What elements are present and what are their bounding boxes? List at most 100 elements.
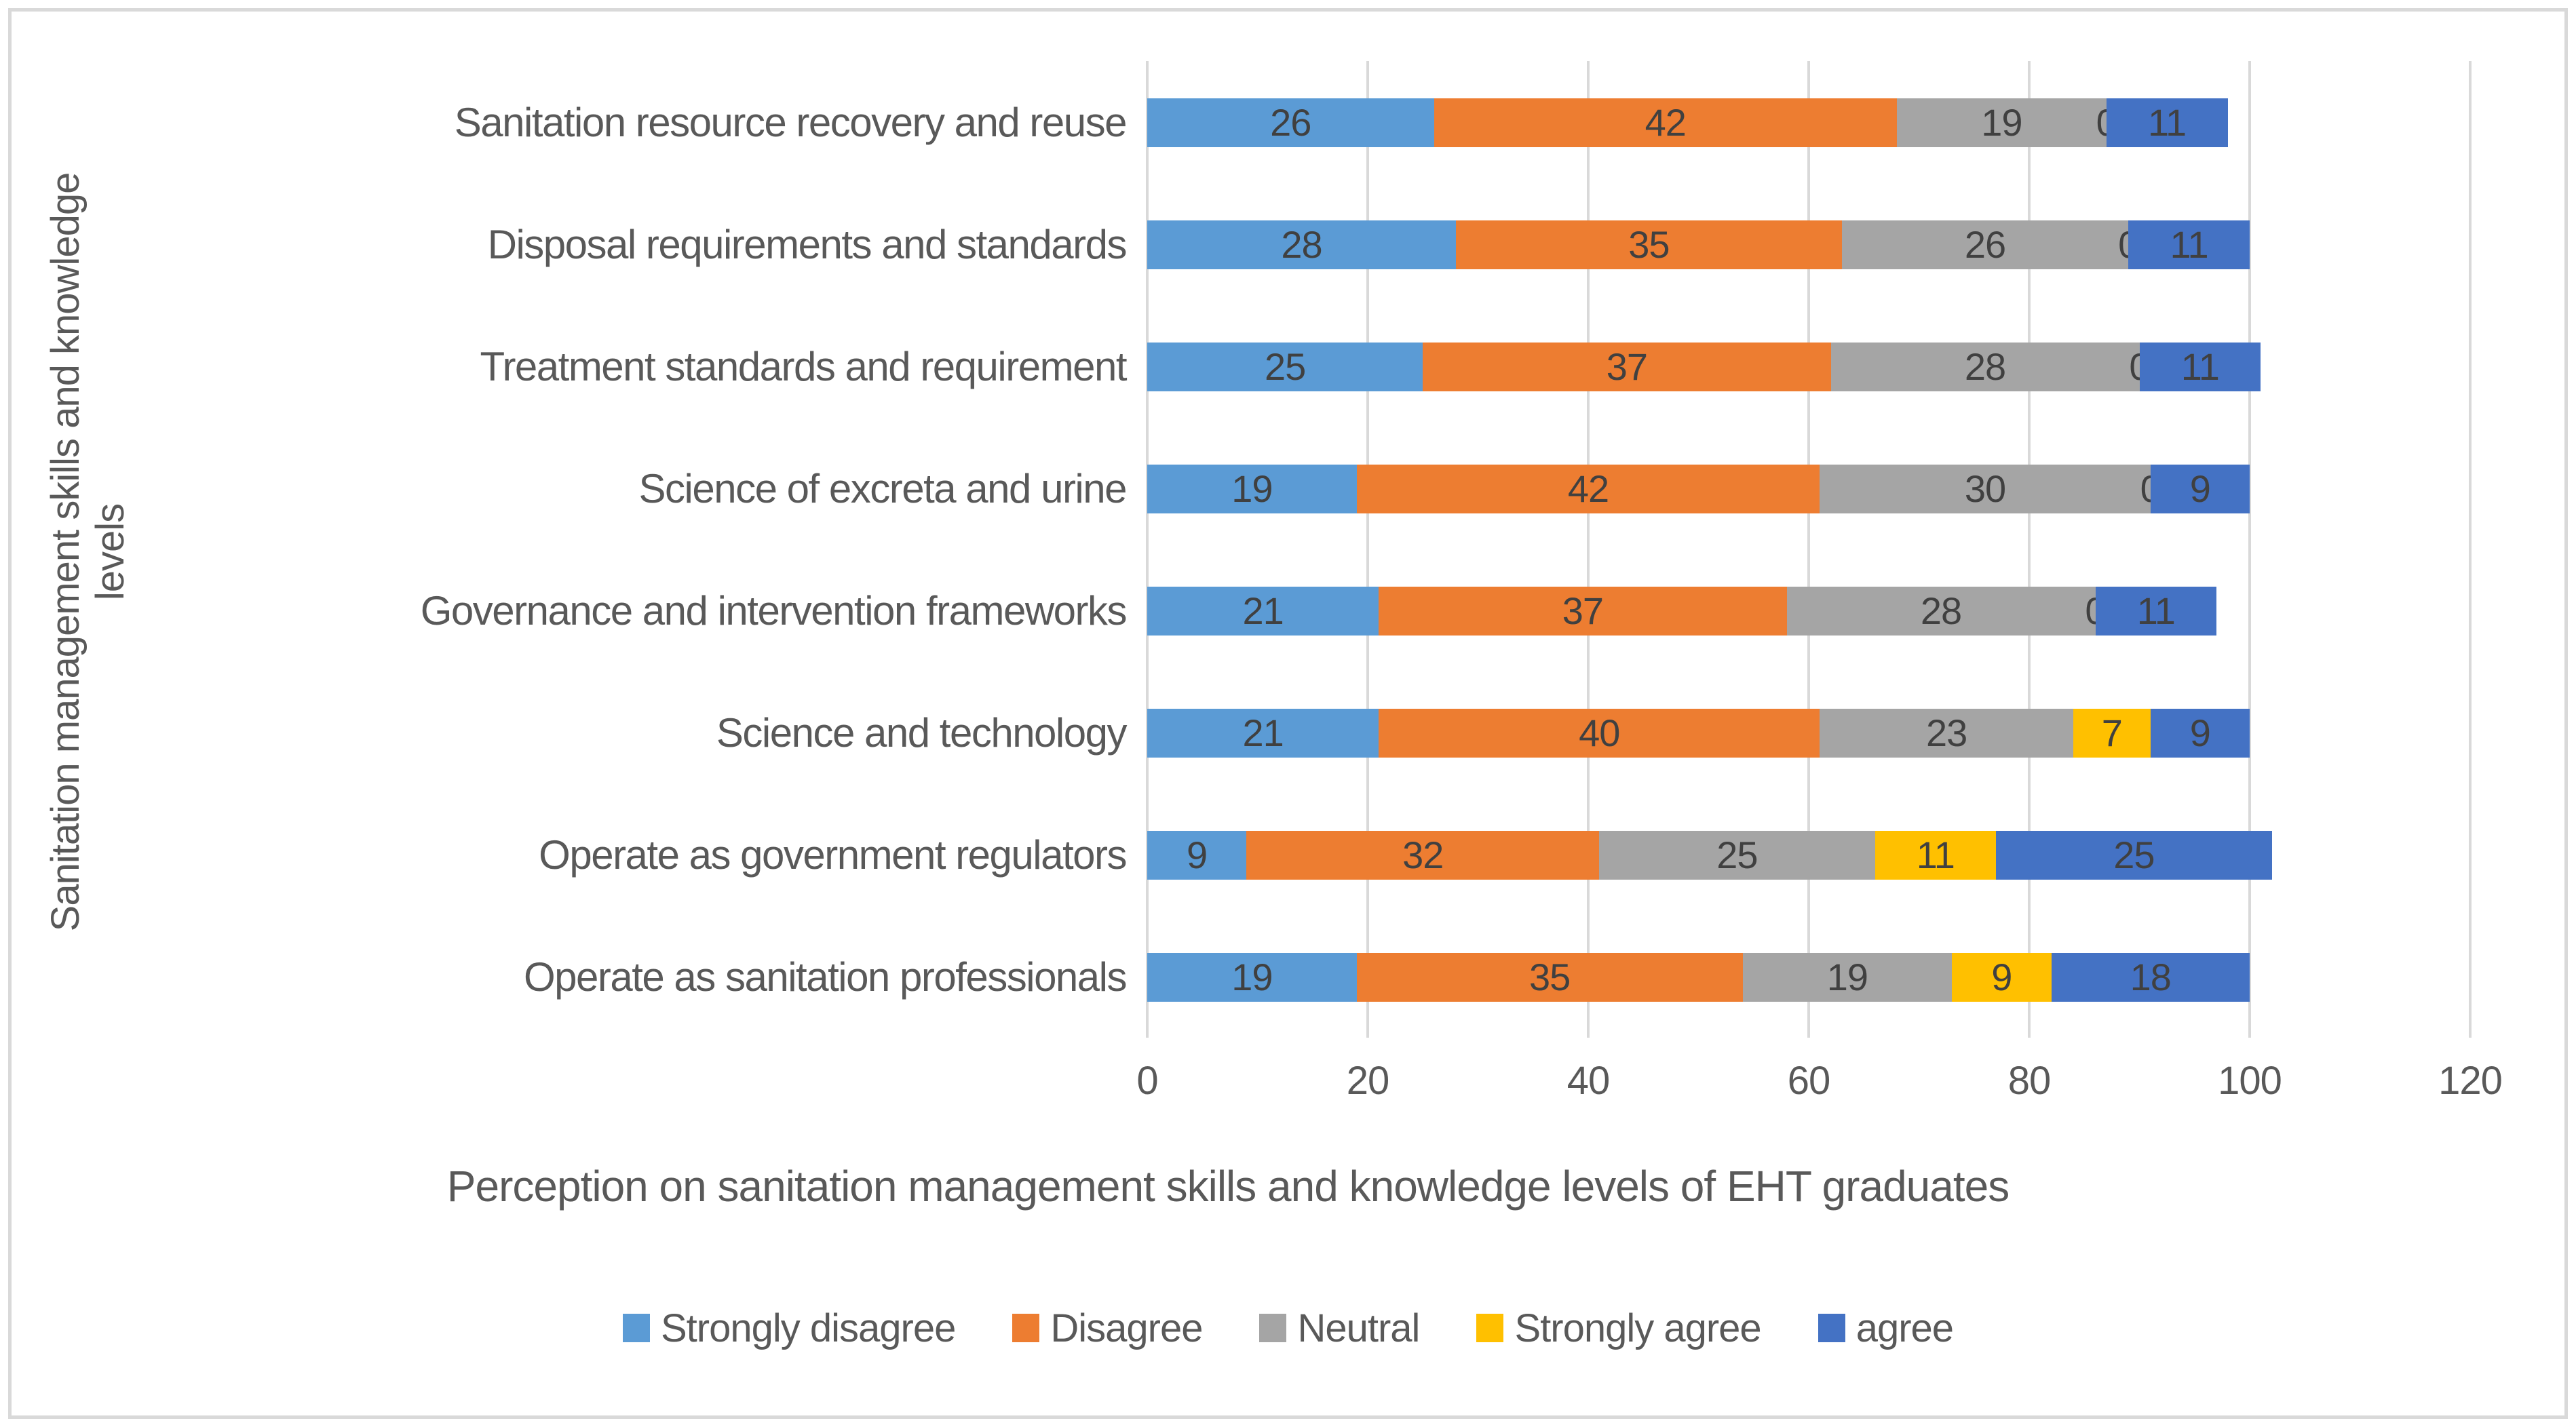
- legend-label: Disagree: [1050, 1306, 1203, 1350]
- category-label: Science and technology: [716, 709, 1128, 756]
- bar-value-label: 23: [1925, 711, 1967, 754]
- bar-row: 9 32 25 11 25: [1147, 831, 2272, 880]
- bar-segment-disagree: 42: [1434, 98, 1897, 147]
- bar-value-label: 9: [1187, 834, 1208, 876]
- legend-swatch-icon: [1476, 1314, 1504, 1342]
- bar-segment-disagree: 42: [1356, 465, 1820, 513]
- bar-value-label: 9: [1991, 956, 2012, 998]
- category-label: Governance and intervention frameworks: [420, 587, 1128, 633]
- gridline: [1587, 61, 1590, 1038]
- bar-row: 19423009: [1147, 465, 2250, 513]
- bar-value-label: 7: [2101, 711, 2123, 754]
- category-label: Science of excreta and urine: [638, 465, 1128, 511]
- x-axis-tick-label: 40: [1566, 1059, 1611, 1103]
- legend-label: Strongly disagree: [660, 1306, 956, 1350]
- bar-row: 253728011: [1147, 343, 2261, 391]
- bar-segment-neutral: 30: [1820, 465, 2151, 513]
- bar-row: 19 35 19 9 18: [1147, 953, 2250, 1002]
- bar-value-label: 19: [1826, 956, 1868, 998]
- x-axis-tick-label: 0: [1136, 1059, 1158, 1103]
- legend-swatch-icon: [1012, 1314, 1040, 1342]
- bar-value-label: 11: [2170, 223, 2209, 266]
- bar-value-label: 21: [1242, 711, 1284, 754]
- bar-segment-strongly-disagree: 19: [1147, 953, 1357, 1002]
- plot-area: 2642190112835260112537280111942300921372…: [1146, 61, 2472, 1038]
- bar-segment-agree: 11: [2128, 220, 2250, 269]
- category-axis: Sanitation resource recovery and reuse Di…: [204, 61, 1128, 1038]
- bar-segment-strongly-disagree: 26: [1147, 98, 1434, 147]
- bar-segment-neutral: 23: [1820, 709, 2073, 758]
- category-label: Sanitation resource recovery and reuse: [454, 99, 1128, 145]
- bar-value-label: 19: [1231, 956, 1273, 998]
- bar-value-label: 37: [1606, 345, 1648, 388]
- bar-segment-disagree: 37: [1379, 587, 1787, 636]
- bar-segment-strongly-disagree: 9: [1147, 831, 1247, 880]
- bar-segment-strongly-disagree: 28: [1147, 220, 1456, 269]
- bar-segment-neutral: 19: [1742, 953, 1953, 1002]
- bar-segment-agree: 18: [2051, 953, 2250, 1002]
- x-axis-tick-label: 60: [1787, 1059, 1831, 1103]
- bar-value-label: 28: [1964, 345, 2006, 388]
- bar-value-label: 35: [1529, 956, 1571, 998]
- bar-segment-strongly-disagree: 19: [1147, 465, 1357, 513]
- bar-segment-disagree: 40: [1379, 709, 1820, 758]
- bar-segment-agree: 11: [2106, 98, 2228, 147]
- bar-value-label: 26: [1270, 101, 1311, 144]
- gridline: [1807, 61, 1810, 1038]
- gridline: [2469, 61, 2472, 1038]
- bar-segment-agree: 25: [1996, 831, 2272, 880]
- bar-segment-agree: 9: [2150, 465, 2250, 513]
- legend-swatch-icon: [1259, 1314, 1287, 1342]
- bar-segment-disagree: 37: [1423, 343, 1831, 391]
- bar-value-label: 19: [1231, 467, 1273, 510]
- bar-segment-neutral: 26: [1841, 220, 2129, 269]
- legend-item: Neutral: [1259, 1306, 1420, 1351]
- bar-segment-agree: 11: [2095, 587, 2217, 636]
- bar-value-label: 25: [2113, 834, 2155, 876]
- legend-label: Strongly agree: [1514, 1306, 1761, 1350]
- bar-row: 264219011: [1147, 98, 2228, 147]
- bar-value-label: 37: [1562, 589, 1604, 632]
- bar-value-label: 40: [1579, 711, 1620, 754]
- bar-segment-disagree: 35: [1356, 953, 1743, 1002]
- bar-value-label: 42: [1645, 101, 1687, 144]
- bar-value-label: 42: [1567, 467, 1609, 510]
- gridline: [1146, 61, 1149, 1038]
- bar-value-label: 18: [2130, 956, 2172, 998]
- bar-segment-strongly-disagree: 21: [1147, 587, 1379, 636]
- bar-value-label: 21: [1242, 589, 1284, 632]
- category-label: Operate as government regulators: [539, 832, 1127, 878]
- legend-label: Neutral: [1297, 1306, 1420, 1350]
- bar-value-label: 11: [2148, 101, 2187, 144]
- bar-segment-neutral: 25: [1599, 831, 1875, 880]
- bar-value-label: 25: [1264, 345, 1306, 388]
- bar-segment-neutral: 28: [1786, 587, 2096, 636]
- gridline: [1366, 61, 1369, 1038]
- category-label: Treatment standards and requirement: [480, 343, 1128, 389]
- bar-segment-disagree: 35: [1456, 220, 1842, 269]
- bar-segment-neutral: 28: [1830, 343, 2140, 391]
- bar-value-label: 30: [1964, 467, 2006, 510]
- bar-row: 213728011: [1147, 587, 2217, 636]
- legend: Strongly disagree Disagree Neutral Strongly…: [0, 1301, 2576, 1355]
- y-axis-title-line-1: Sanitation management skills and knowled…: [43, 172, 88, 932]
- legend-item: Strongly agree: [1476, 1306, 1762, 1351]
- y-axis-title: Sanitation management skills and knowled…: [41, 57, 136, 1047]
- bar-value-label: 9: [2189, 467, 2211, 510]
- bar-value-label: 9: [2189, 711, 2211, 754]
- x-axis-tick-label: 80: [2007, 1059, 2052, 1103]
- bar-value-label: 28: [1281, 223, 1322, 266]
- bar-value-label: 11: [2180, 345, 2220, 388]
- bar-value-label: 11: [2136, 589, 2176, 632]
- bar-value-label: 32: [1402, 834, 1444, 876]
- x-axis-tick-label: 100: [2218, 1059, 2282, 1103]
- legend-label: agree: [1856, 1306, 1954, 1350]
- bar-segment-strongly-disagree: 21: [1147, 709, 1379, 758]
- y-axis-title-line-2: levels: [88, 503, 132, 601]
- legend-item: Strongly disagree: [622, 1306, 956, 1351]
- bar-segment-strongly-agree: 11: [1875, 831, 1997, 880]
- bar-segment-agree: 11: [2139, 343, 2261, 391]
- x-axis-title: Perception on sanitation management skil…: [446, 1162, 2010, 1211]
- bar-value-label: 19: [1981, 101, 2022, 144]
